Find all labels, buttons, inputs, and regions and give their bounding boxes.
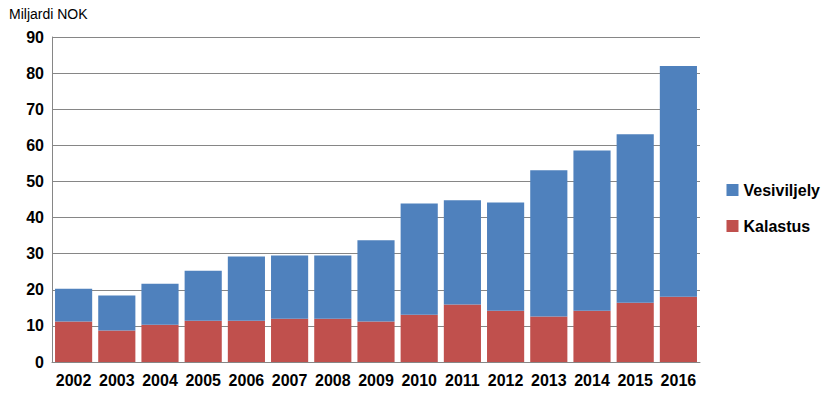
svg-text:60: 60 — [26, 137, 44, 154]
svg-text:30: 30 — [26, 245, 44, 262]
svg-text:90: 90 — [26, 29, 44, 46]
svg-text:2012: 2012 — [488, 372, 524, 389]
svg-text:2002: 2002 — [56, 372, 92, 389]
svg-text:2006: 2006 — [229, 372, 265, 389]
svg-text:20: 20 — [26, 281, 44, 298]
svg-text:2011: 2011 — [445, 372, 480, 389]
svg-text:70: 70 — [26, 101, 44, 118]
svg-text:2013: 2013 — [531, 372, 567, 389]
svg-text:2005: 2005 — [185, 372, 221, 389]
svg-text:2014: 2014 — [574, 372, 610, 389]
svg-text:2003: 2003 — [99, 372, 135, 389]
svg-text:Vesiviljely: Vesiviljely — [743, 182, 820, 199]
svg-text:40: 40 — [26, 209, 44, 226]
svg-text:50: 50 — [26, 173, 44, 190]
svg-text:2008: 2008 — [315, 372, 351, 389]
svg-text:Kalastus: Kalastus — [743, 218, 810, 235]
svg-text:2016: 2016 — [661, 372, 697, 389]
svg-text:2004: 2004 — [142, 372, 178, 389]
svg-text:80: 80 — [26, 65, 44, 82]
svg-text:Miljardi NOK: Miljardi NOK — [9, 6, 88, 22]
svg-text:2009: 2009 — [358, 372, 394, 389]
svg-text:2015: 2015 — [617, 372, 653, 389]
svg-text:0: 0 — [35, 354, 44, 371]
svg-text:10: 10 — [26, 317, 44, 334]
svg-text:2010: 2010 — [401, 372, 437, 389]
svg-text:2007: 2007 — [272, 372, 308, 389]
